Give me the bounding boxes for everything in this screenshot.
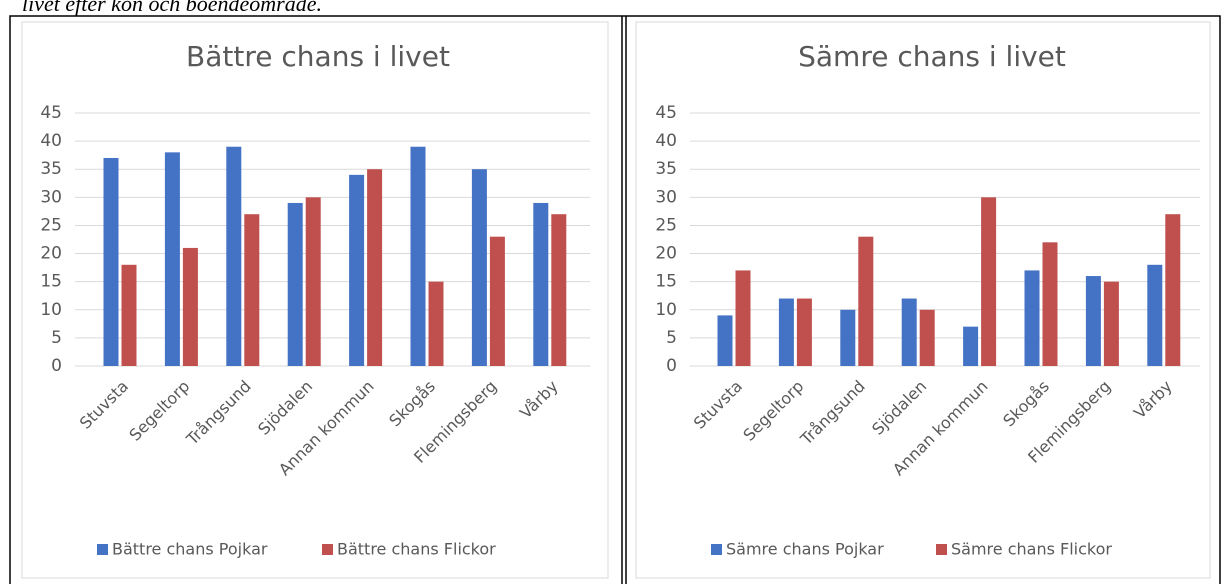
chart-title: Sämre chans i livet: [798, 40, 1066, 73]
chart-frame: [635, 21, 1211, 579]
bar: [349, 174, 365, 366]
bar: [226, 146, 242, 366]
bar: [164, 152, 180, 366]
bar: [796, 298, 812, 366]
bar: [244, 214, 260, 366]
bar: [182, 247, 198, 366]
y-tick-label: 15: [40, 272, 62, 292]
bar: [367, 169, 383, 366]
y-tick-label: 35: [40, 159, 62, 179]
bar: [428, 281, 444, 366]
y-tick-label: 15: [655, 272, 677, 292]
y-tick-label: 5: [51, 328, 62, 348]
bar: [103, 157, 119, 366]
y-tick-label: 45: [655, 103, 677, 123]
y-tick-label: 10: [40, 300, 62, 320]
legend-label: Bättre chans Pojkar: [112, 540, 268, 559]
table-frame: [9, 15, 1221, 584]
chart-title: Bättre chans i livet: [186, 40, 450, 73]
legend-swatch: [711, 544, 722, 555]
bar: [1147, 264, 1163, 366]
y-tick-label: 40: [655, 131, 677, 151]
bar: [1042, 242, 1058, 366]
bar: [919, 309, 935, 366]
bar: [858, 236, 874, 366]
y-tick-label: 20: [40, 244, 62, 264]
y-tick-label: 5: [666, 328, 677, 348]
legend-swatch: [936, 544, 947, 555]
bar: [305, 197, 321, 366]
bar: [901, 298, 917, 366]
y-tick-label: 30: [40, 187, 62, 207]
bar: [1024, 270, 1040, 366]
y-tick-label: 0: [51, 356, 62, 376]
y-tick-label: 0: [666, 356, 677, 376]
y-tick-label: 25: [40, 215, 62, 235]
legend-label: Sämre chans Flickor: [951, 540, 1112, 559]
bar: [778, 298, 794, 366]
bar: [287, 202, 303, 366]
bar: [840, 309, 856, 366]
y-tick-label: 10: [655, 300, 677, 320]
y-tick-label: 40: [40, 131, 62, 151]
bar: [121, 264, 137, 366]
legend-swatch: [322, 544, 333, 555]
bar: [1085, 276, 1101, 366]
legend-swatch: [97, 544, 108, 555]
bar: [963, 326, 979, 366]
bar: [551, 214, 567, 366]
bar: [1165, 214, 1181, 366]
bar: [717, 315, 733, 366]
caption: livet efter kön och boendeområde.: [22, 0, 322, 16]
legend-label: Bättre chans Flickor: [337, 540, 496, 559]
bar: [410, 146, 426, 366]
bar: [735, 270, 751, 366]
y-tick-label: 25: [655, 215, 677, 235]
bar: [471, 169, 487, 366]
bar: [533, 202, 549, 366]
bar: [981, 197, 997, 366]
bar: [1103, 281, 1119, 366]
y-tick-label: 35: [655, 159, 677, 179]
y-tick-label: 20: [655, 244, 677, 264]
bar: [489, 236, 505, 366]
legend-label: Sämre chans Pojkar: [726, 540, 884, 559]
y-tick-label: 45: [40, 103, 62, 123]
y-tick-label: 30: [655, 187, 677, 207]
